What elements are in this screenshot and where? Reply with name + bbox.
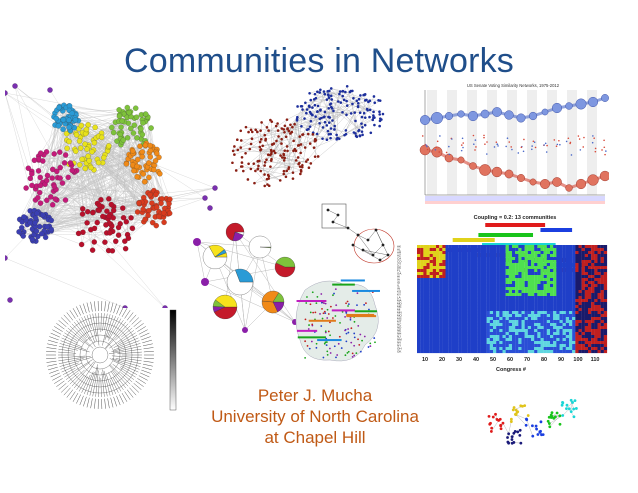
svg-text:IN: IN bbox=[397, 287, 400, 291]
svg-text:OH: OH bbox=[397, 347, 402, 351]
svg-text:MN: MN bbox=[397, 311, 402, 315]
committee-network-map-figure bbox=[295, 279, 380, 362]
svg-text:80: 80 bbox=[541, 357, 547, 363]
svg-text:IL: IL bbox=[397, 284, 400, 288]
svg-text:MO: MO bbox=[397, 314, 402, 318]
svg-text:30: 30 bbox=[456, 357, 462, 363]
svg-text:20: 20 bbox=[439, 357, 445, 363]
small-network-figure bbox=[321, 203, 395, 264]
svg-text:MS: MS bbox=[397, 317, 402, 321]
svg-text:MI: MI bbox=[397, 308, 400, 312]
svg-text:AL: AL bbox=[397, 248, 401, 252]
svg-text:AZ: AZ bbox=[397, 254, 401, 258]
svg-text:AK: AK bbox=[397, 245, 401, 249]
svg-text:MD: MD bbox=[397, 302, 402, 306]
senate-similarity-chart-figure: US Senate Voting Similarity Networks, 19… bbox=[417, 80, 609, 210]
svg-text:MT: MT bbox=[397, 320, 401, 324]
svg-text:NM: NM bbox=[397, 338, 402, 342]
svg-text:50: 50 bbox=[490, 357, 496, 363]
senate-chart-title: US Senate Voting Similarity Networks, 19… bbox=[467, 83, 560, 88]
svg-text:110: 110 bbox=[591, 357, 600, 363]
svg-text:ND: ND bbox=[397, 326, 402, 330]
svg-text:10: 10 bbox=[422, 357, 428, 363]
svg-text:CA: CA bbox=[397, 257, 401, 261]
circular-dendrogram-figure bbox=[45, 301, 177, 411]
svg-text:LA: LA bbox=[397, 296, 401, 300]
large-community-network-figure bbox=[5, 83, 218, 308]
svg-text:40: 40 bbox=[473, 357, 479, 363]
svg-text:90: 90 bbox=[558, 357, 564, 363]
pie-chart-network-figure bbox=[193, 222, 298, 333]
slide-title: Communities in Networks bbox=[123, 42, 515, 80]
svg-text:KS: KS bbox=[397, 290, 401, 294]
svg-text:AR: AR bbox=[397, 251, 402, 255]
svg-text:ID: ID bbox=[397, 281, 401, 285]
svg-text:100: 100 bbox=[573, 357, 582, 363]
svg-text:NY: NY bbox=[397, 344, 401, 348]
svg-text:HI: HI bbox=[397, 275, 400, 279]
svg-text:NE: NE bbox=[397, 329, 401, 333]
svg-text:NH: NH bbox=[397, 332, 401, 336]
svg-text:NJ: NJ bbox=[397, 335, 401, 339]
author-affiliation: University of North Carolina bbox=[211, 407, 419, 426]
red-blue-network-figure bbox=[231, 84, 385, 188]
coupling-communities-heatmap-figure: Coupling = 0.2: 13 communities AKALARAZC… bbox=[395, 213, 613, 378]
svg-text:70: 70 bbox=[524, 357, 530, 363]
svg-text:GA: GA bbox=[397, 272, 401, 276]
svg-text:60: 60 bbox=[507, 357, 513, 363]
author-block: Peter J. Mucha University of North Carol… bbox=[190, 385, 440, 448]
heatmap-title: Coupling = 0.2: 13 communities bbox=[474, 215, 557, 221]
svg-text:ME: ME bbox=[397, 305, 402, 309]
svg-text:IA: IA bbox=[397, 278, 400, 282]
svg-text:CO: CO bbox=[397, 260, 402, 264]
heatmap-xlabel: Congress # bbox=[496, 367, 526, 373]
svg-text:DE: DE bbox=[397, 266, 401, 270]
author-name: Peter J. Mucha bbox=[257, 386, 373, 405]
svg-text:OK: OK bbox=[397, 350, 401, 354]
svg-text:KY: KY bbox=[397, 293, 401, 297]
svg-text:CT: CT bbox=[397, 263, 401, 267]
svg-text:NC: NC bbox=[397, 323, 402, 327]
svg-text:FL: FL bbox=[397, 269, 401, 273]
svg-text:NV: NV bbox=[397, 341, 401, 345]
small-cluster-network-figure bbox=[487, 398, 578, 445]
author-affiliation-city: at Chapel Hill bbox=[264, 428, 366, 447]
svg-text:MA: MA bbox=[397, 299, 402, 303]
